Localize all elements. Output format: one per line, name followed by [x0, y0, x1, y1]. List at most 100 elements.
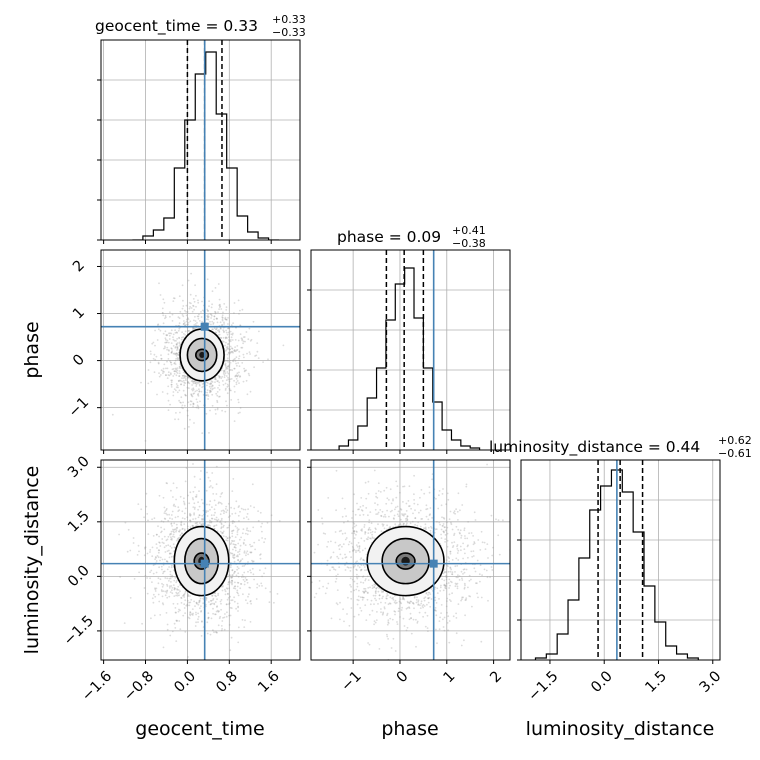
sample-point	[359, 551, 361, 553]
sample-point	[230, 552, 233, 555]
sample-point	[239, 587, 242, 590]
sample-point	[178, 341, 181, 344]
sample-point	[472, 535, 474, 537]
sample-point	[428, 596, 431, 599]
sample-point	[445, 503, 448, 506]
sample-point	[175, 344, 178, 346]
sample-point	[229, 537, 232, 539]
sample-point	[215, 465, 218, 468]
sample-point	[235, 607, 238, 610]
sample-point	[208, 391, 211, 394]
sample-point	[403, 513, 405, 516]
sample-point	[178, 594, 180, 597]
sample-point	[194, 284, 197, 287]
sample-point	[160, 531, 162, 534]
sample-point	[233, 349, 236, 352]
sample-point	[196, 521, 199, 524]
sample-point	[250, 551, 252, 554]
sample-point	[379, 491, 382, 493]
sample-point	[406, 522, 408, 525]
sample-point	[397, 607, 400, 610]
sample-point	[227, 378, 230, 381]
sample-point	[326, 564, 329, 566]
sample-point	[197, 454, 199, 456]
sample-point	[154, 588, 157, 591]
sample-point	[185, 318, 188, 321]
sample-point	[225, 535, 228, 538]
sample-point	[196, 382, 199, 384]
sample-point	[190, 598, 193, 601]
sample-point	[419, 525, 422, 528]
sample-point	[420, 600, 423, 603]
sample-point	[171, 510, 174, 513]
sample-point	[190, 380, 193, 382]
sample-point	[384, 516, 387, 518]
sample-point	[213, 527, 216, 530]
sample-point	[369, 603, 372, 606]
sample-point	[395, 480, 398, 483]
sample-point	[187, 381, 190, 383]
sample-point	[398, 600, 401, 603]
sample-point	[175, 368, 178, 371]
sample-point	[160, 354, 162, 357]
sample-point	[386, 612, 389, 615]
sample-point	[182, 371, 185, 374]
sample-point	[367, 492, 370, 495]
sample-point	[244, 577, 247, 579]
sample-point	[333, 568, 335, 571]
sample-point	[448, 518, 451, 521]
sample-point	[174, 418, 176, 421]
sample-point	[146, 592, 149, 595]
sample-point	[395, 601, 398, 604]
sample-point	[192, 382, 195, 385]
sample-point	[213, 327, 216, 330]
sample-point	[443, 568, 446, 570]
sample-point	[400, 518, 402, 521]
sample-point	[233, 507, 236, 510]
sample-point	[214, 613, 217, 616]
sample-point	[442, 523, 445, 525]
sample-point	[227, 361, 230, 363]
sample-point	[159, 556, 162, 559]
sample-point	[172, 300, 175, 302]
sample-point	[176, 369, 179, 372]
sample-point	[168, 556, 171, 559]
sample-point	[371, 530, 374, 533]
sample-point	[225, 367, 228, 369]
sample-point	[403, 522, 405, 525]
sample-point	[169, 634, 172, 637]
panel-content	[521, 460, 720, 660]
sample-point	[254, 548, 256, 551]
sample-point	[225, 329, 228, 332]
sample-point	[174, 611, 177, 614]
sample-point	[470, 578, 472, 581]
sample-point	[165, 544, 168, 547]
sample-point	[408, 606, 410, 609]
sample-point	[249, 340, 252, 342]
sample-point	[382, 612, 384, 615]
sample-point	[475, 582, 477, 585]
sample-point	[256, 350, 259, 353]
sample-point	[259, 553, 262, 555]
sample-point	[183, 593, 185, 596]
sample-point	[193, 392, 196, 395]
sample-point	[236, 568, 239, 571]
sample-point	[212, 597, 215, 600]
sample-point	[466, 545, 469, 548]
sample-point	[413, 474, 415, 477]
sample-point	[222, 585, 224, 588]
sample-point	[369, 529, 372, 531]
sample-point	[220, 308, 223, 310]
sample-point	[221, 531, 223, 534]
sample-point	[220, 526, 223, 529]
sample-point	[282, 344, 285, 347]
sample-point	[187, 321, 190, 324]
sample-point	[198, 514, 201, 516]
sample-point	[201, 320, 204, 323]
sample-point	[228, 536, 231, 539]
sample-point	[219, 513, 222, 516]
sample-point	[215, 328, 218, 331]
sample-point	[223, 303, 226, 305]
sample-point	[256, 583, 259, 586]
sample-point	[200, 610, 202, 613]
